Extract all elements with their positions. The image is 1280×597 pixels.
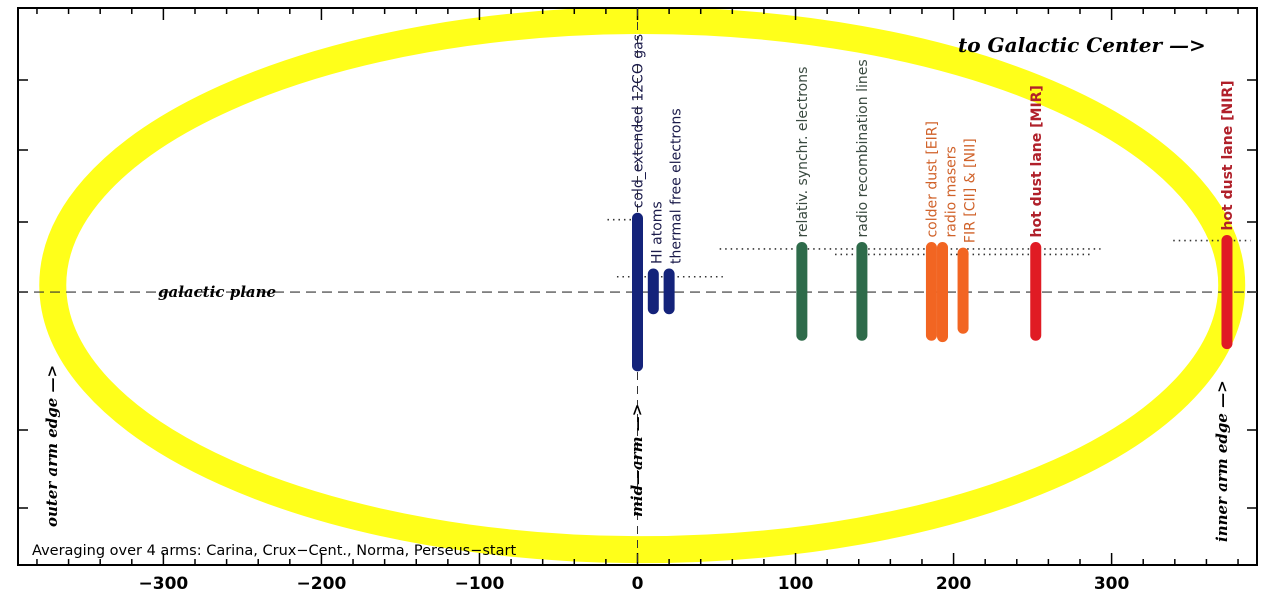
tracer-label: relativ. synchr. electrons [795,67,811,238]
mid-arm-label: mid—arm —> [628,404,646,517]
x-tick-label: −300 [139,574,189,594]
galactic-plane-label: galactic plane [158,283,276,301]
tracer-label: radio recombination lines [855,59,871,237]
tracer-label: thermal free electrons [669,108,685,264]
tracer-label: FIR [CII] & [NII] [962,138,978,243]
x-tick-label: 200 [936,574,972,594]
tracer-label: hot dust lane [NIR] [1220,80,1236,230]
tracer-label: hot dust lane [MIR] [1029,85,1045,237]
inner-arm-edge-label: inner arm edge —> [1213,380,1231,542]
tracer-label: colder dust [EIR] [924,121,940,237]
tracer-label: HI atoms [650,201,666,264]
x-tick-label: 0 [632,574,644,594]
x-tick-label: 300 [1094,574,1130,594]
tracer-label: radio masers [943,146,959,237]
to-galactic-center-label: to Galactic Center —> [958,33,1206,57]
x-tick-label: −200 [297,574,347,594]
x-tick-label: 100 [778,574,814,594]
averaging-note: Averaging over 4 arms: Carina, Crux−Cent… [32,543,516,559]
x-tick-label: −100 [455,574,505,594]
outer-arm-edge-label: outer arm edge —> [43,365,61,527]
tracer-label: cold_extended 12CO gas [631,34,647,208]
